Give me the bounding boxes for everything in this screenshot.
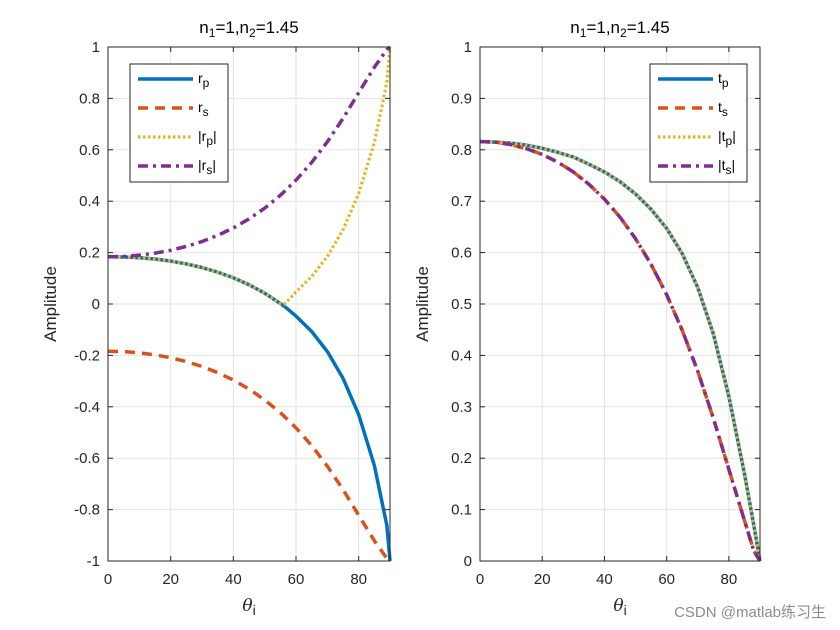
x-tick-label: 80 <box>721 571 738 588</box>
y-tick-label: 0.2 <box>451 450 472 467</box>
series-line-abs-tsabs- <box>479 139 762 562</box>
series-line-rs <box>107 349 392 563</box>
legend-label: |tp| <box>718 128 736 148</box>
y-tick-label: 0.7 <box>451 193 472 210</box>
y-tick-label: 0.6 <box>79 142 100 159</box>
y-tick-label: -1 <box>87 553 100 570</box>
y-tick-label: 0.3 <box>451 399 472 416</box>
legend-label: tp <box>718 70 729 90</box>
legend-label: |ts| <box>718 157 735 177</box>
x-axis-label: θi <box>613 596 626 618</box>
x-tick-label: 0 <box>476 571 484 588</box>
y-tick-label: -0.6 <box>74 450 100 467</box>
y-axis-label: Amplitude <box>413 266 432 342</box>
series-line-abs-rpabs- <box>107 46 392 306</box>
y-tick-label: 0.9 <box>451 90 472 107</box>
watermark: CSDN @matlab练习生 <box>674 604 826 621</box>
legend: tp ts |tp| |ts| <box>649 63 748 183</box>
x-tick-label: 20 <box>534 571 551 588</box>
legend-label: rs <box>198 99 209 119</box>
legend-label: ts <box>718 99 728 119</box>
y-tick-label: -0.8 <box>74 502 100 519</box>
y-tick-label: 0.8 <box>451 142 472 159</box>
y-tick-label: 0.2 <box>79 245 100 262</box>
chart-1: -1 -0.8 -0.6 -0.4 -0.2 0 0.2 0.4 0.6 0.8 1 0 20 40 60 8… <box>41 18 392 618</box>
y-tick-label: 1 <box>464 39 472 56</box>
y-tick-label: 0 <box>464 553 472 570</box>
y-tick-label: 0.4 <box>451 347 472 364</box>
x-axis-label: θi <box>242 596 255 618</box>
series-line-abs-rsabs- <box>107 45 392 259</box>
y-axis-label: Amplitude <box>41 266 60 342</box>
legend-label: |rp| <box>198 128 217 148</box>
axes-box <box>107 46 391 562</box>
x-tick-label: 60 <box>288 571 305 588</box>
legend-box <box>129 63 229 183</box>
y-tick-label: 0.1 <box>451 502 472 519</box>
legend-label: rp <box>198 70 210 90</box>
y-tick-label: 0.5 <box>451 296 472 313</box>
y-tick-label: -0.2 <box>74 347 100 364</box>
x-tick-label: 20 <box>162 571 179 588</box>
x-tick-label: 80 <box>350 571 367 588</box>
x-tick-label: 40 <box>596 571 613 588</box>
y-tick-label: 0.8 <box>79 90 100 107</box>
x-tick-label: 40 <box>225 571 242 588</box>
x-tick-label: 0 <box>104 571 112 588</box>
y-tick-label: -0.4 <box>74 399 100 416</box>
chart-title: n1=1,n2=1.45 <box>570 18 669 40</box>
y-tick-label: 0.6 <box>451 245 472 262</box>
x-tick-label: 60 <box>658 571 675 588</box>
axes-box <box>479 46 761 562</box>
y-tick-label: 0.4 <box>79 193 100 210</box>
y-tick-label: 0 <box>92 296 100 313</box>
legend: rp rs |rp| |rs| <box>129 63 229 183</box>
series-line-tp <box>479 139 762 562</box>
legend-box <box>649 63 748 183</box>
chart-title: n1=1,n2=1.45 <box>199 18 298 40</box>
legend-label: |rs| <box>198 157 216 177</box>
y-tick-label: 1 <box>92 39 100 56</box>
chart-2: 0 0.1 0.2 0.3 0.4 0.5 0.6 0.7 0.8 0.9 1 0 20 40 60 80 n1… <box>413 18 762 618</box>
